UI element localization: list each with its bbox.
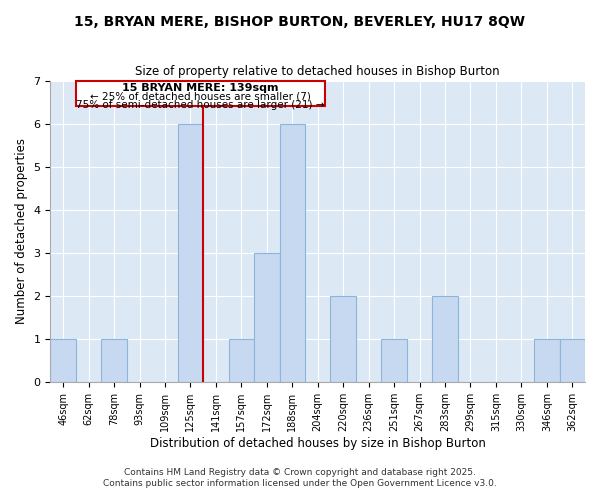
Bar: [534, 339, 560, 382]
Bar: [50, 339, 76, 382]
Text: Contains HM Land Registry data © Crown copyright and database right 2025.
Contai: Contains HM Land Registry data © Crown c…: [103, 468, 497, 487]
Bar: [382, 339, 407, 382]
Bar: [178, 124, 203, 382]
Text: 15 BRYAN MERE: 139sqm: 15 BRYAN MERE: 139sqm: [122, 82, 279, 92]
FancyBboxPatch shape: [76, 80, 325, 106]
Bar: [254, 253, 280, 382]
Bar: [101, 339, 127, 382]
Y-axis label: Number of detached properties: Number of detached properties: [15, 138, 28, 324]
X-axis label: Distribution of detached houses by size in Bishop Burton: Distribution of detached houses by size …: [150, 437, 485, 450]
Bar: [280, 124, 305, 382]
Title: Size of property relative to detached houses in Bishop Burton: Size of property relative to detached ho…: [136, 65, 500, 78]
Bar: [560, 339, 585, 382]
Text: ← 25% of detached houses are smaller (7): ← 25% of detached houses are smaller (7): [90, 92, 311, 102]
Text: 15, BRYAN MERE, BISHOP BURTON, BEVERLEY, HU17 8QW: 15, BRYAN MERE, BISHOP BURTON, BEVERLEY,…: [74, 15, 526, 29]
Text: 75% of semi-detached houses are larger (21) →: 75% of semi-detached houses are larger (…: [76, 100, 325, 110]
Bar: [331, 296, 356, 382]
Bar: [432, 296, 458, 382]
Bar: [229, 339, 254, 382]
